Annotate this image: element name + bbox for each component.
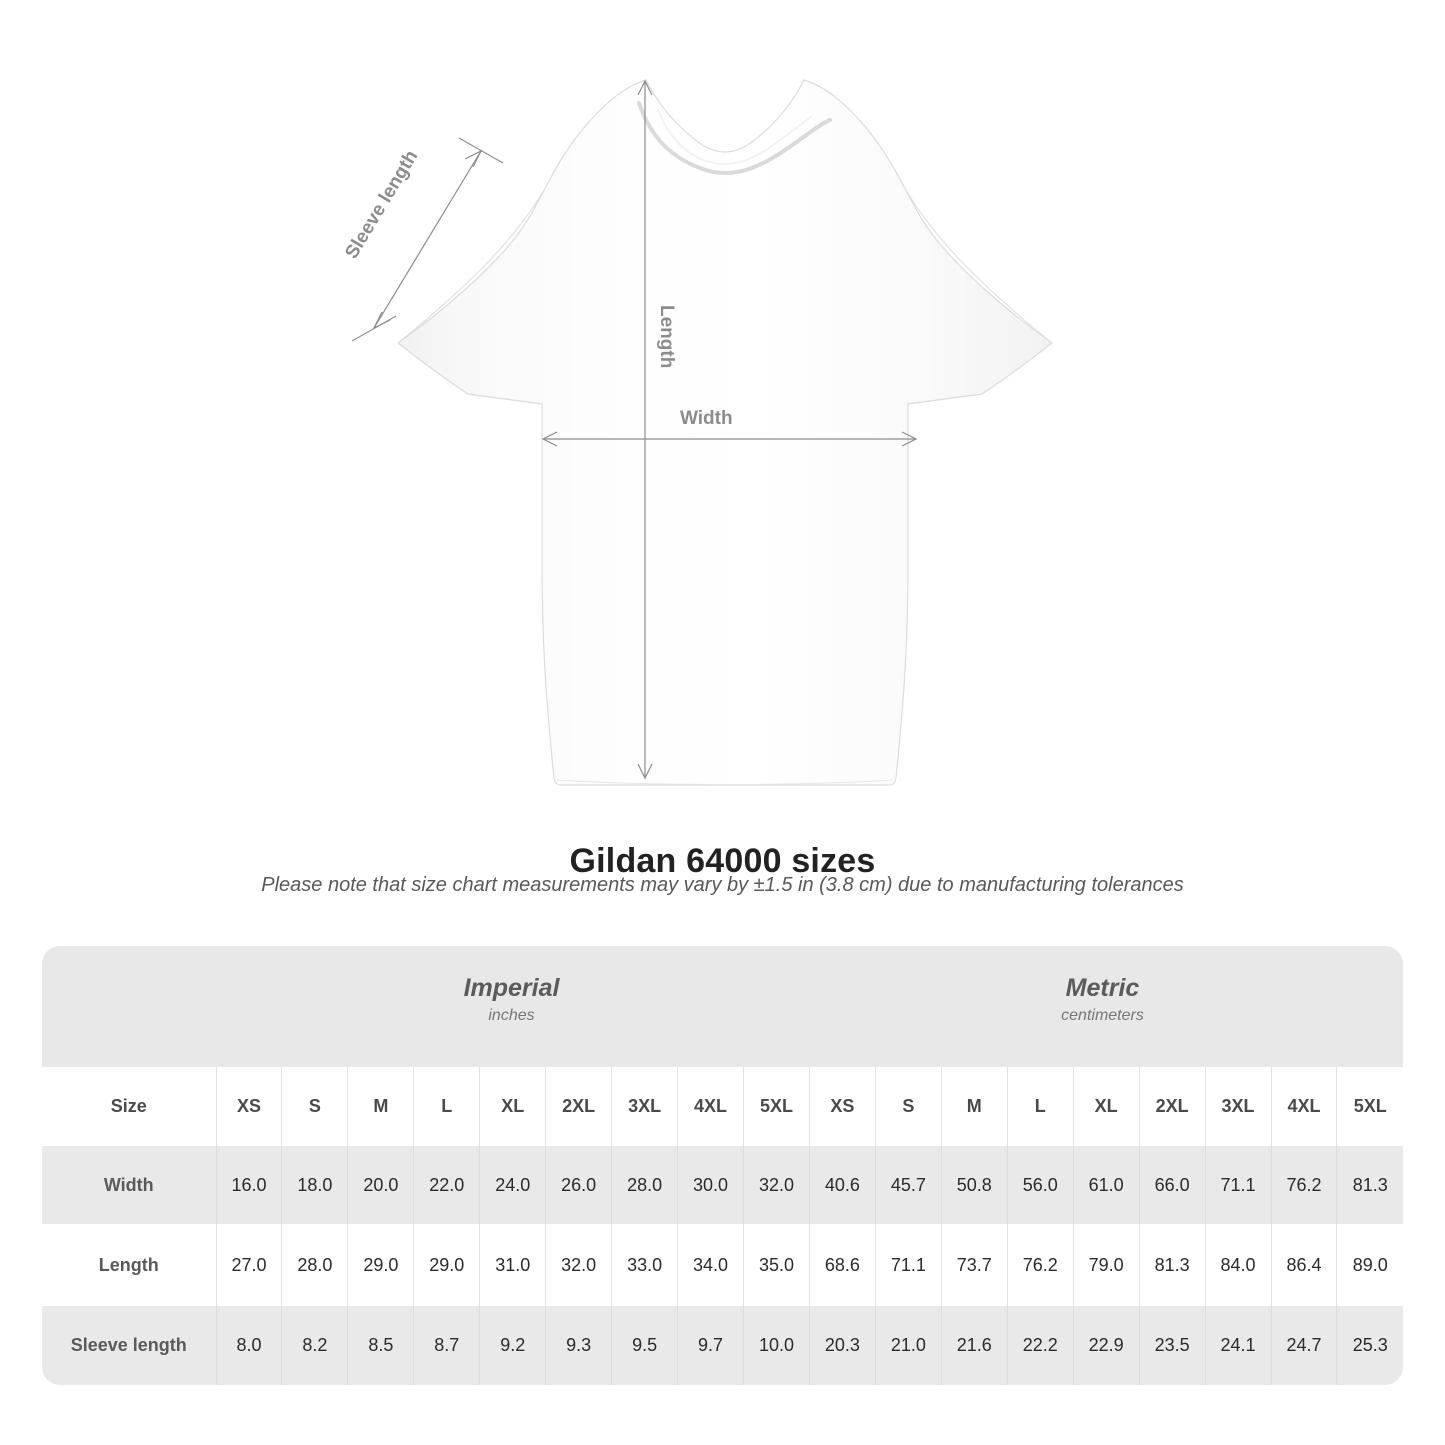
svg-text:Width: Width <box>680 408 733 429</box>
svg-text:Sleeve length: Sleeve length <box>341 147 422 263</box>
svg-text:Length: Length <box>656 305 677 368</box>
